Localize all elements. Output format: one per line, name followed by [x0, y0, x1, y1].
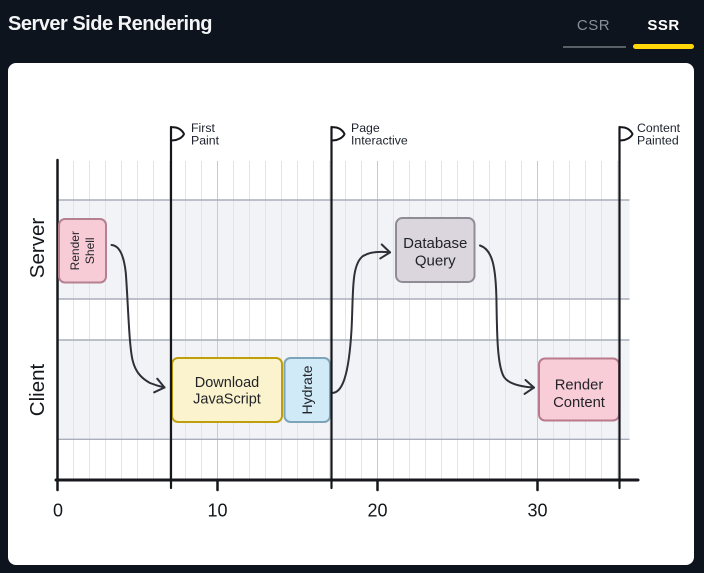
svg-text:Query: Query	[415, 253, 456, 270]
svg-text:Painted: Painted	[637, 134, 679, 148]
svg-text:Content: Content	[553, 395, 605, 411]
svg-text:Server: Server	[26, 218, 49, 279]
svg-text:Render: Render	[68, 231, 82, 270]
svg-text:Content: Content	[637, 121, 681, 135]
svg-text:Hydrate: Hydrate	[299, 365, 315, 414]
svg-text:Client: Client	[26, 363, 49, 416]
svg-text:Render: Render	[555, 378, 604, 394]
svg-text:Database: Database	[403, 235, 467, 252]
svg-text:Interactive: Interactive	[351, 134, 408, 148]
svg-text:0: 0	[53, 501, 63, 521]
svg-text:Download: Download	[195, 375, 260, 391]
svg-text:Shell: Shell	[83, 237, 97, 264]
svg-text:First: First	[191, 121, 215, 135]
svg-text:30: 30	[527, 501, 547, 521]
svg-text:Paint: Paint	[191, 134, 220, 148]
svg-text:JavaScript: JavaScript	[193, 392, 261, 408]
svg-text:Page: Page	[351, 121, 380, 135]
svg-text:10: 10	[207, 501, 227, 521]
svg-text:20: 20	[367, 501, 387, 521]
